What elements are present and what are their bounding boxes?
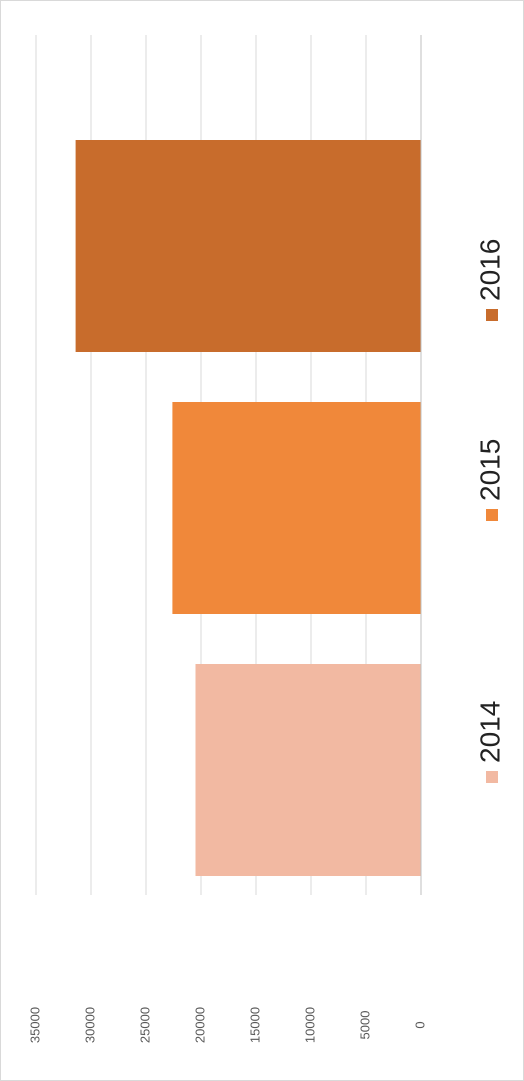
y-tick-label: 30000: [82, 1007, 97, 1043]
legend-label: 2014: [474, 701, 505, 763]
y-tick-label: 0: [412, 1021, 427, 1028]
y-tick-label: 20000: [192, 1007, 207, 1043]
y-tick-label: 5000: [357, 1011, 372, 1040]
bar: [172, 402, 421, 614]
y-tick-label: 25000: [137, 1007, 152, 1043]
y-tick-label: 15000: [247, 1007, 262, 1043]
legend-swatch: [486, 509, 498, 521]
bar: [75, 140, 421, 352]
legend-swatch: [486, 771, 498, 783]
y-tick-label: 10000: [302, 1007, 317, 1043]
legend-label: 2015: [474, 439, 505, 501]
bar: [195, 664, 421, 876]
legend-label: 2016: [474, 239, 505, 301]
y-tick-label: 35000: [27, 1007, 42, 1043]
legend-swatch: [486, 309, 498, 321]
